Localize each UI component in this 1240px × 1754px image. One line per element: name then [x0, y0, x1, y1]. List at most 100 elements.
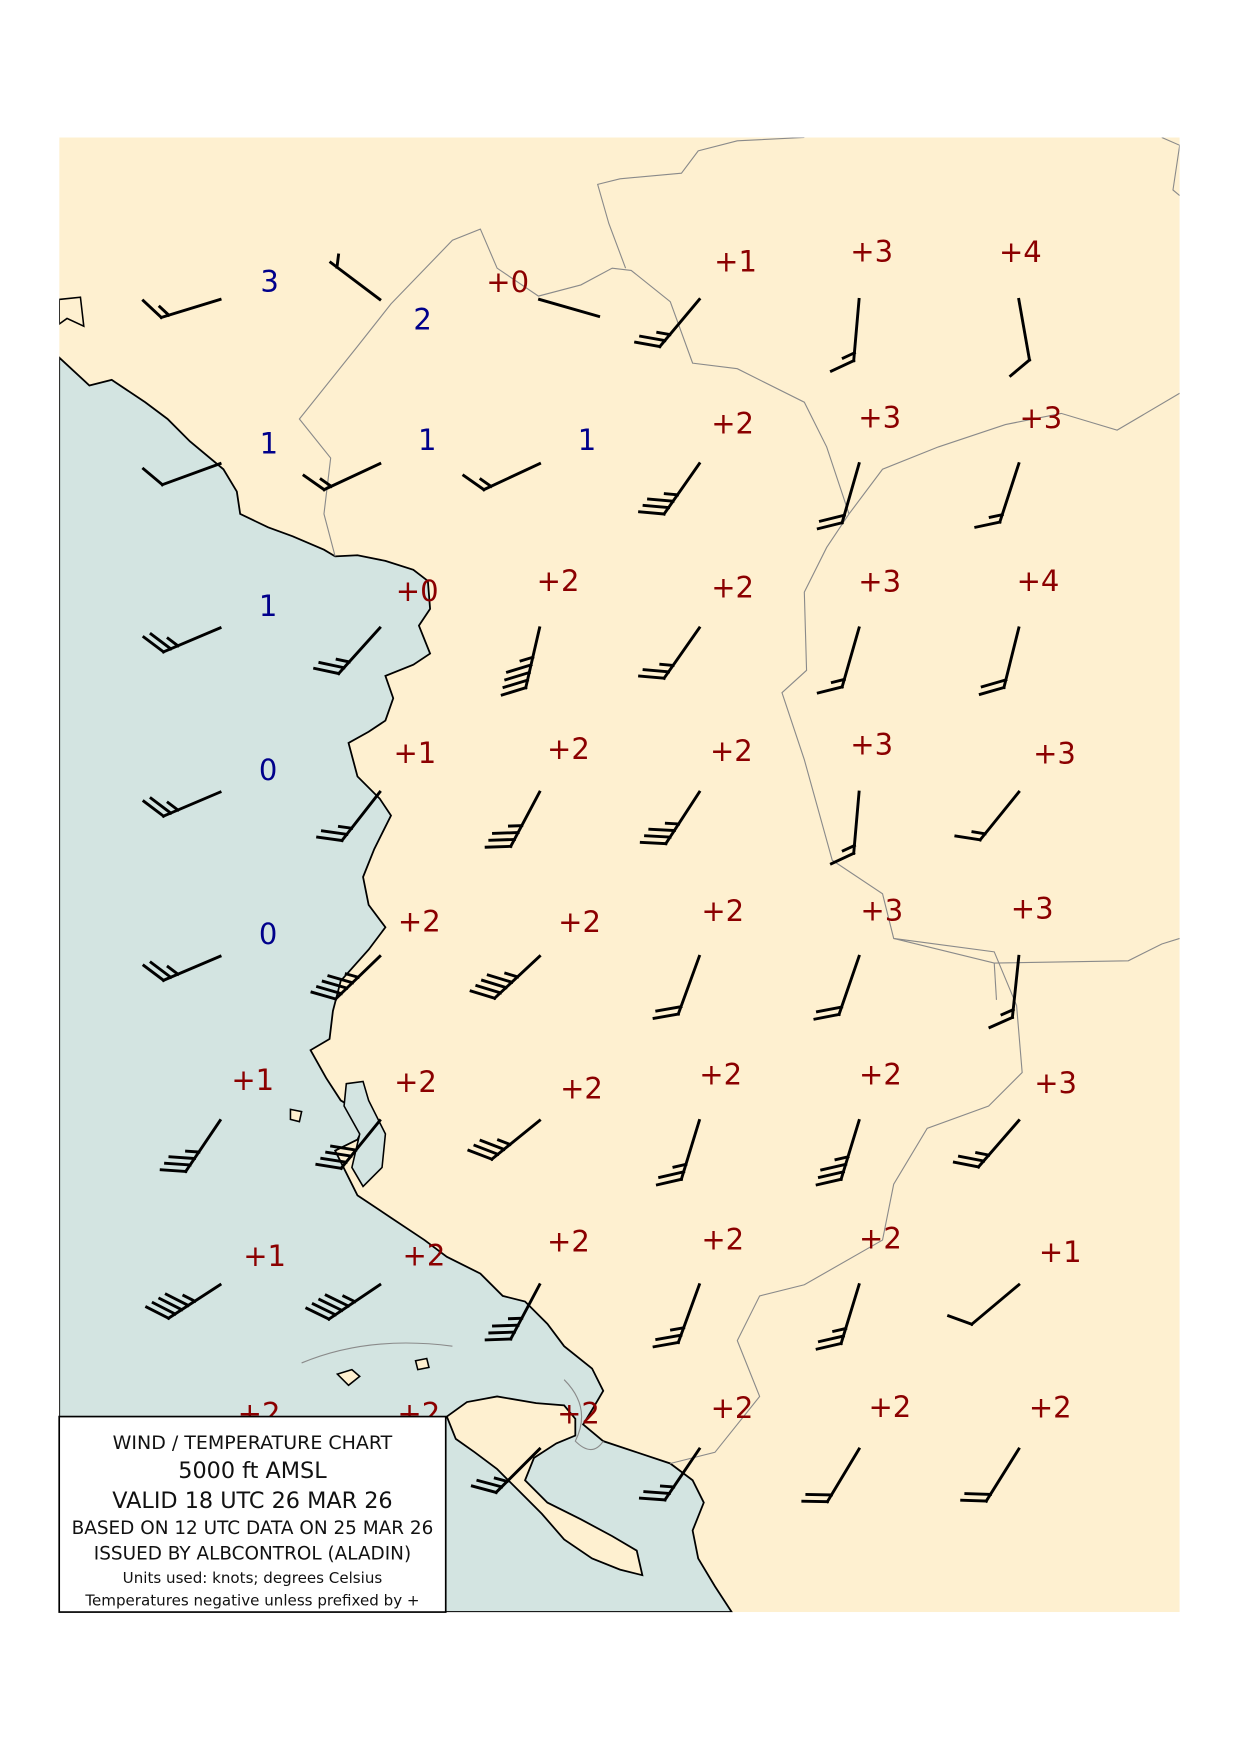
barb-staff — [662, 1446, 702, 1502]
wind-barb — [301, 461, 382, 492]
barb-staff — [160, 461, 222, 487]
barb-full — [500, 685, 528, 697]
barb-staff — [978, 790, 1021, 842]
wind-barb — [638, 625, 702, 681]
barb-staff — [339, 790, 382, 843]
barb-full — [312, 666, 341, 676]
temperature-label: +2 — [868, 1390, 911, 1424]
temperature-label: 2 — [413, 302, 431, 336]
island — [289, 1108, 303, 1123]
barb-full — [642, 668, 671, 674]
wind-barb — [1008, 297, 1032, 378]
wind-barb — [946, 1282, 1021, 1327]
temperature-label: 0 — [259, 753, 277, 787]
barb-full — [492, 831, 520, 835]
barb-half — [988, 512, 1004, 519]
barb-full — [980, 678, 1008, 689]
barb-half — [493, 1476, 509, 1484]
barb-half — [659, 1484, 676, 1489]
barb-half — [974, 1151, 991, 1157]
barb-full — [652, 1340, 680, 1349]
temperature-label: +4 — [1017, 564, 1060, 598]
wind-barb — [141, 297, 222, 320]
barb-staff — [508, 790, 542, 849]
wind-barb — [954, 790, 1021, 842]
barb-full — [960, 1498, 988, 1503]
wind-barb — [469, 954, 542, 1001]
barb-full — [159, 1168, 188, 1174]
barb-full — [817, 1170, 846, 1180]
barb-full — [816, 685, 844, 695]
temperature-labels: 3 2 +0 +1 +3 +4 1 1 1 +2 +3 +3 1 +0 +2 +2 +3 +4 0 +1 +2 +2 +3 +… — [231, 235, 1081, 1431]
temperature-label: 1 — [418, 423, 436, 457]
sea-area — [59, 356, 733, 1613]
barb-half — [166, 964, 180, 977]
barb-staff — [339, 1118, 382, 1171]
barb-staff — [328, 260, 382, 302]
wind-barbs — [141, 253, 1032, 1504]
temperature-label: +4 — [999, 235, 1042, 269]
barb-full — [657, 1170, 686, 1180]
wind-barb — [461, 461, 542, 492]
barb-half — [157, 304, 171, 318]
barb-full — [818, 513, 847, 523]
legend-valid: VALID 18 UTC 26 MAR 26 — [112, 1488, 392, 1514]
barb-half — [337, 824, 354, 830]
legend-box: WIND / TEMPERATURE CHART 5000 ft AMSL VA… — [58, 1415, 447, 1613]
barb-staff — [976, 1118, 1021, 1169]
island — [414, 1357, 430, 1371]
barb-full — [151, 1300, 178, 1316]
barb-full — [1008, 357, 1032, 378]
barb-staff — [336, 625, 382, 676]
barb-full — [813, 1012, 841, 1021]
barb-half — [971, 830, 987, 836]
barb-full — [638, 674, 666, 680]
barb-half — [672, 1162, 688, 1169]
barb-full — [638, 334, 667, 343]
temperature-label: +2 — [547, 1225, 590, 1259]
barb-half — [664, 821, 681, 826]
barb-half — [503, 971, 520, 979]
barb-full — [470, 1484, 498, 1495]
wind-barb — [655, 1118, 702, 1187]
barb-staff — [1010, 954, 1021, 1020]
barb-full — [643, 1490, 671, 1495]
wind-barb — [141, 625, 222, 654]
temperature-label: +2 — [711, 406, 754, 440]
wind-barb — [638, 1446, 702, 1502]
barb-full — [505, 663, 533, 674]
barb-full — [149, 632, 173, 651]
barb-staff — [537, 297, 601, 319]
barb-full — [652, 1012, 680, 1021]
barb-staff — [676, 1282, 702, 1345]
wind-barb — [988, 954, 1021, 1030]
barb-full — [141, 466, 165, 487]
wind-barb — [470, 1446, 542, 1495]
wind-barb — [816, 626, 861, 695]
barb-full — [324, 1293, 351, 1308]
barb-half — [335, 657, 351, 664]
temperature-label: +2 — [701, 894, 744, 928]
temperature-label: +3 — [850, 235, 893, 269]
barb-full — [304, 1306, 331, 1322]
barb-full — [149, 960, 173, 980]
barb-full — [461, 473, 486, 492]
barb-full — [954, 834, 982, 842]
temperature-label: +3 — [858, 400, 901, 434]
wind-barb — [960, 1446, 1021, 1504]
temperature-label: +1 — [231, 1063, 274, 1097]
barb-staff — [840, 461, 861, 525]
barb-staff — [494, 1446, 542, 1495]
wind-barb — [974, 461, 1021, 529]
temperature-label: +2 — [394, 1065, 437, 1099]
barb-full — [469, 989, 497, 1001]
wind-barb — [141, 790, 222, 819]
barb-staff — [984, 1446, 1021, 1504]
barb-full — [473, 1143, 500, 1157]
barb-full — [492, 1323, 520, 1328]
barb-half — [335, 253, 341, 269]
barb-full — [816, 520, 844, 531]
wind-barb — [500, 626, 542, 697]
barb-staff — [161, 790, 222, 819]
barb-full — [157, 1296, 184, 1312]
